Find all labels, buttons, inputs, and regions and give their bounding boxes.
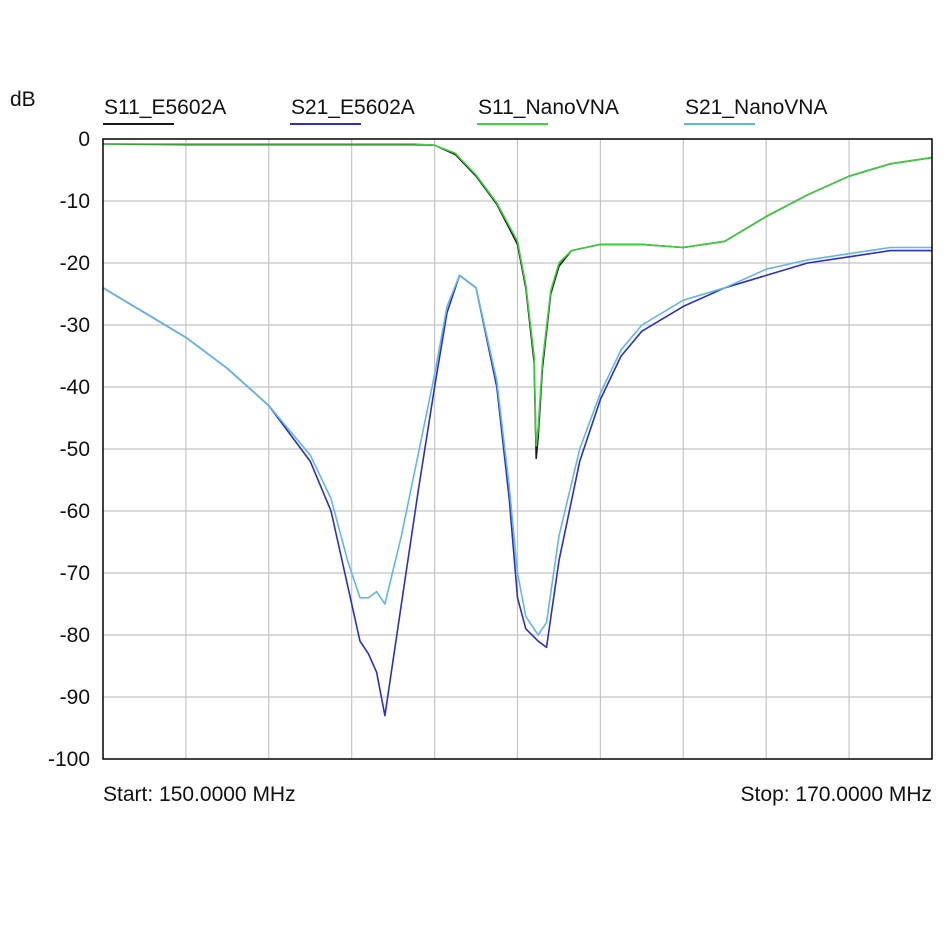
y-tick-label: -20 xyxy=(60,252,90,275)
y-tick-label: -80 xyxy=(60,624,90,647)
y-tick-label: -60 xyxy=(60,500,90,523)
legend-entry: S11_NanoVNA xyxy=(478,96,619,119)
y-tick-label: 0 xyxy=(78,128,90,151)
y-tick-labels: 0 -10 -20 -30 -40 -50 -60 -70 -80 -90 -100 xyxy=(48,128,90,771)
y-tick-label: -50 xyxy=(60,438,90,461)
start-frequency-label: Start: 150.0000 MHz xyxy=(103,783,296,806)
series-line-s21-nanovna xyxy=(102,246,932,636)
stop-frequency-label: Stop: 170.0000 MHz xyxy=(741,783,932,806)
series-lines xyxy=(102,143,933,717)
y-axis-label: dB xyxy=(10,88,36,111)
legend-entry: S21_NanoVNA xyxy=(685,96,827,119)
y-tick-label: -70 xyxy=(60,562,90,585)
legend: S11_E5602A S21_E5602A S11_NanoVNA S21_NanoV… xyxy=(103,96,827,125)
y-tick-label: -90 xyxy=(60,686,90,709)
y-tick-label: -30 xyxy=(60,314,90,337)
series-line-s11-nanovna xyxy=(103,143,933,447)
y-tick-label: -40 xyxy=(60,376,90,399)
y-tick-label: -10 xyxy=(60,190,90,213)
legend-entry: S11_E5602A xyxy=(104,96,226,119)
y-tick-label: -100 xyxy=(48,748,90,771)
grid xyxy=(103,139,932,759)
plot-frame xyxy=(102,138,933,760)
legend-entry: S21_E5602A xyxy=(291,96,415,119)
